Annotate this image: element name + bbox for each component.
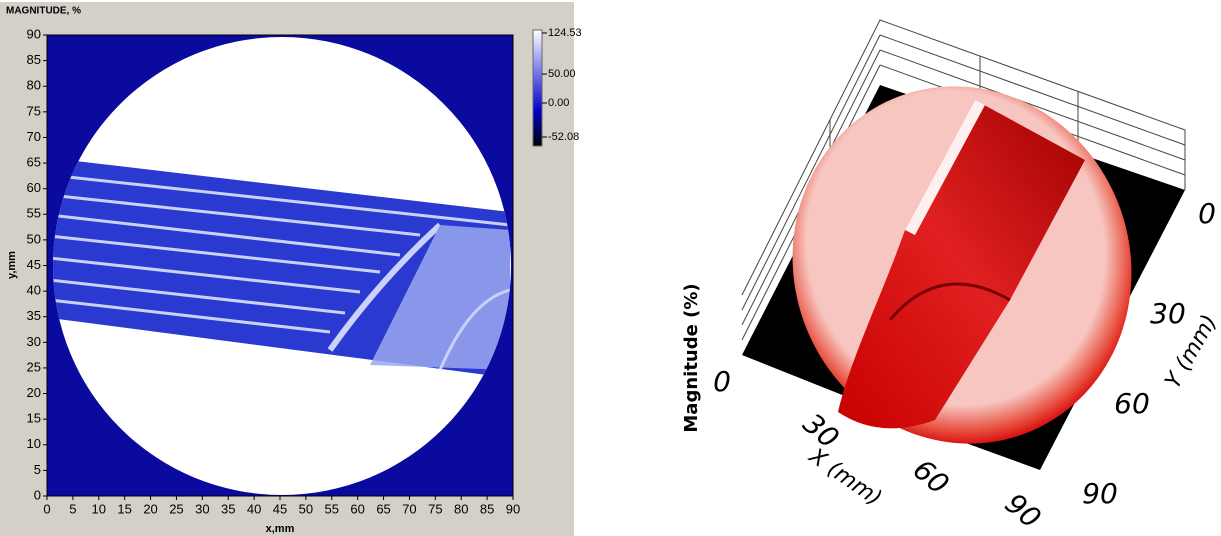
x-tick-label: 5	[69, 501, 76, 516]
x-tick-label: 30	[195, 501, 209, 516]
stripe	[53, 234, 381, 274]
band-ridge	[888, 282, 1011, 321]
x-tick-label: 35	[221, 501, 235, 516]
x-tick-label-3d: 60	[907, 453, 956, 501]
x-tick-label: 40	[247, 501, 261, 516]
y-tick-label: 50	[27, 231, 41, 246]
x-tick-label: 80	[454, 501, 468, 516]
y-tick-label-3d: 0	[1198, 197, 1216, 230]
y-tick-label-3d: 60	[1114, 387, 1150, 420]
axis-ticks: 0 5 10 15 20 25 30 35 40 45 50 55 60 65 70 75 80 85 90 0 5 10…	[27, 26, 521, 516]
y-tick-label: 70	[27, 129, 41, 144]
y-tick-label: 45	[27, 257, 41, 272]
y-tick-label: 55	[27, 206, 41, 221]
y-tick-label: 40	[27, 283, 41, 298]
z-axis-label: Magnitude (%)	[681, 283, 702, 432]
panel-border	[0, 0, 574, 2]
y-tick-label: 35	[27, 308, 41, 323]
stripe	[53, 213, 401, 257]
x-tick-label-3d: 30	[797, 407, 846, 455]
defect-band	[838, 100, 1085, 429]
colorbar-labels: 124.53 50.00 0.00 -52.08	[542, 27, 582, 143]
band-edge	[905, 100, 985, 235]
y-tick-label: 75	[27, 103, 41, 118]
stripe	[53, 278, 346, 315]
x-tick-label: 45	[273, 501, 287, 516]
x-tick-label: 15	[117, 501, 131, 516]
x-tick-label: 55	[325, 501, 339, 516]
colorbar-label: 0.00	[548, 97, 569, 109]
x-tick-label: 10	[92, 501, 106, 516]
y-tick-label: 10	[27, 436, 41, 451]
y-tick-label: 15	[27, 411, 41, 426]
x-tick-label: 65	[376, 501, 390, 516]
stripe	[53, 298, 331, 334]
stripe	[438, 288, 511, 371]
x-tick-label: 20	[143, 501, 157, 516]
x-tick-label: 75	[428, 501, 442, 516]
x-tick-label: 25	[169, 501, 183, 516]
y-tick-label: 0	[34, 487, 41, 502]
colorbar-label: -52.08	[548, 131, 579, 143]
y-tick-label: 25	[27, 359, 41, 374]
y-tick-label: 65	[27, 154, 41, 169]
z-tick-label: 0	[713, 365, 731, 398]
y-tick-label-3d: 90	[1082, 477, 1118, 510]
colorbar	[532, 29, 543, 147]
scan-band	[53, 158, 511, 378]
x-tick-label: 70	[402, 501, 416, 516]
x-tick-label-3d: 90	[999, 487, 1048, 535]
box-edge	[741, 34, 881, 311]
stripe	[53, 256, 361, 294]
y-tick-label-3d: 30	[1150, 297, 1186, 330]
y-tick-label: 85	[27, 52, 41, 67]
x-axis-label: x,mm	[266, 523, 295, 535]
x-tick-label: 0	[43, 501, 50, 516]
box-edge	[879, 34, 1186, 146]
x-axis-label-3d: X (mm)	[804, 443, 886, 511]
x-tick-label: 85	[480, 501, 494, 516]
x-tick-label: 50	[299, 501, 313, 516]
box-edge	[879, 49, 1186, 161]
y-tick-label: 60	[27, 180, 41, 195]
y-tick-label: 80	[27, 78, 41, 93]
x-tick-label: 90	[506, 501, 520, 516]
stripe	[327, 222, 443, 352]
x-tick-label: 60	[350, 501, 364, 516]
y-axis-label: y,mm	[6, 251, 18, 279]
y-tick-label: 90	[27, 26, 41, 41]
panel-title: MAGNITUDE, %	[6, 6, 81, 17]
stripe	[370, 225, 510, 370]
stripe	[53, 173, 511, 227]
y-tick-label: 30	[27, 334, 41, 349]
plot-3d	[741, 19, 1186, 470]
colorbar-label: 50.00	[548, 68, 576, 80]
stripe	[53, 193, 421, 237]
y-tick-label: 20	[27, 385, 41, 400]
y-tick-label: 5	[34, 462, 41, 477]
colorbar-label: 124.53	[548, 27, 582, 39]
